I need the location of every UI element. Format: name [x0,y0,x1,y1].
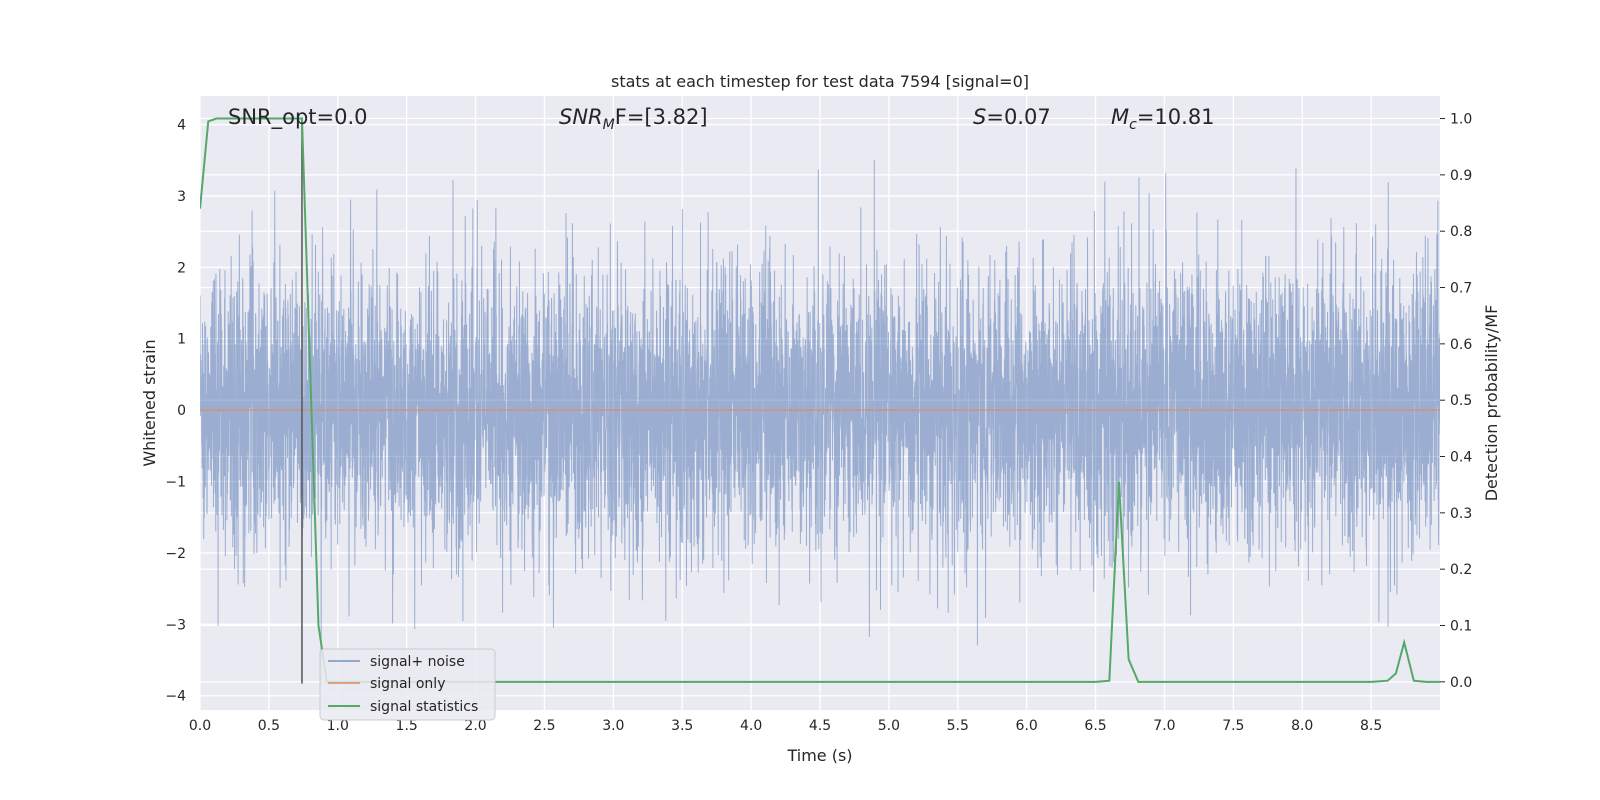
y2-tick-label: 0.9 [1450,168,1472,184]
snr-mf-sub: M [603,117,615,133]
y-tick-label: 2 [177,260,186,276]
legend-label-signal-statistics: signal statistics [370,699,478,715]
x-tick-label: 6.5 [1084,718,1106,734]
y-tick-label: −4 [165,689,186,705]
y2-tick-label: 0.7 [1450,281,1472,297]
snr-mf-base: SNR [559,105,603,129]
x-tick-label: 7.5 [1222,718,1244,734]
signal-noise-line [200,159,1440,686]
y-tick-label: −1 [165,475,186,491]
y2-tick-label: 0.6 [1450,337,1472,353]
x-tick-label: 0.5 [258,718,280,734]
annotation-s: S=0.07 [973,105,1051,129]
y2-tick-label: 0.1 [1450,619,1472,635]
annotation-snr-mf: SNRMF=[3.82] [559,105,708,133]
legend: signal+ noise signal only signal statist… [319,648,496,721]
x-tick-label: 8.5 [1360,718,1382,734]
y2-tick-label: 0.2 [1450,562,1472,578]
legend-label-signal-only: signal only [370,676,445,692]
x-tick-label: 4.0 [740,718,762,734]
y2-tick-label: 0.3 [1450,506,1472,522]
x-tick-label: 3.5 [671,718,693,734]
x-tick-label: 2.0 [464,718,486,734]
x-tick-label: 6.0 [1016,718,1038,734]
x-tick-label: 2.5 [533,718,555,734]
y2-tick-label: 0.0 [1450,675,1472,691]
mc-sub: c [1129,117,1137,133]
y-tick-label: 4 [177,118,186,134]
y-tick-label: −3 [165,617,186,633]
annotation-snr-opt: SNR_opt=0.0 [228,105,368,130]
y-axis-label: Whitened strain [140,339,159,466]
x-tick-label: 7.0 [1153,718,1175,734]
chart-title: stats at each timestep for test data 759… [611,72,1029,91]
y-tick-label: 1 [177,332,186,348]
legend-label-signal-noise: signal+ noise [370,654,465,670]
y-tick-label: 0 [177,403,186,419]
series-signal-noise [200,159,1440,686]
x-tick-label: 5.0 [878,718,900,734]
y2-tick-label: 0.5 [1450,393,1472,409]
legend-box [319,648,496,721]
y2-tick-label: 0.8 [1450,224,1472,240]
x-tick-label: 0.0 [189,718,211,734]
mc-rest: =10.81 [1137,105,1215,129]
y2-axis-label: Detection probability/MF [1482,305,1501,502]
series-signal-statistics [200,117,1440,683]
snr-mf-rest: F=[3.82] [615,105,708,129]
x-axis-label: Time (s) [786,746,852,765]
x-tick-label: 8.0 [1291,718,1313,734]
signal-statistics-line [200,117,1440,683]
annotation-mc: Mc=10.81 [1111,105,1215,133]
x-tick-label: 3.0 [602,718,624,734]
s-rest: =0.07 [986,105,1050,129]
y-tick-label: −2 [165,546,186,562]
y-tick-label: 3 [177,189,186,205]
x-tick-label: 5.5 [947,718,969,734]
tick-labels: 0.0 0.5 1.0 1.5 2.0 2.5 3.0 3.5 4.0 4.5 5.0 5.5 6.0 6… [165,112,1472,734]
s-var: S [973,105,986,129]
y2-tick-label: 0.4 [1450,450,1472,466]
y2-tick-label: 1.0 [1450,112,1472,128]
x-tick-label: 4.5 [809,718,831,734]
x-tick-label: 1.5 [396,718,418,734]
x-tick-label: 1.0 [327,718,349,734]
mc-var: M [1111,105,1129,129]
